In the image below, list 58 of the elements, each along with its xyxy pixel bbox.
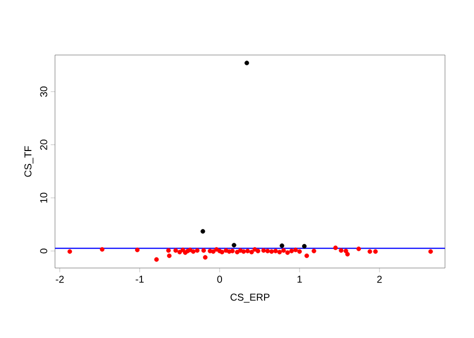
point bbox=[302, 244, 307, 249]
point bbox=[265, 248, 270, 254]
point bbox=[210, 249, 216, 254]
x-tick-label: -1 bbox=[136, 276, 144, 283]
point bbox=[173, 248, 178, 253]
x-tick-label: 2 bbox=[377, 276, 382, 283]
point bbox=[344, 248, 348, 254]
point bbox=[249, 250, 254, 254]
point bbox=[289, 248, 294, 254]
point bbox=[166, 253, 172, 258]
point bbox=[428, 249, 433, 254]
point bbox=[230, 248, 235, 254]
point bbox=[100, 247, 104, 252]
point bbox=[261, 248, 266, 253]
point bbox=[166, 248, 171, 253]
point bbox=[190, 249, 196, 254]
point bbox=[368, 249, 372, 254]
y-tick-label: 20 bbox=[40, 140, 48, 150]
point bbox=[241, 249, 246, 254]
x-tick-label: -2 bbox=[56, 276, 64, 283]
point bbox=[277, 250, 282, 254]
y-tick-label: 10 bbox=[40, 192, 48, 203]
point bbox=[312, 248, 316, 254]
point bbox=[280, 243, 284, 248]
point bbox=[214, 247, 219, 252]
point bbox=[256, 248, 260, 254]
y-axis-title: CS_TF bbox=[24, 146, 34, 177]
x-tick-label: 0 bbox=[217, 276, 222, 283]
point bbox=[373, 249, 378, 254]
point bbox=[356, 246, 361, 252]
point bbox=[281, 248, 286, 253]
point bbox=[333, 246, 338, 250]
point bbox=[338, 248, 344, 253]
point bbox=[304, 253, 310, 258]
point bbox=[194, 248, 200, 253]
point bbox=[67, 249, 72, 254]
point bbox=[293, 248, 298, 252]
point bbox=[273, 248, 278, 254]
point bbox=[245, 248, 250, 254]
point bbox=[154, 257, 159, 262]
point bbox=[345, 252, 350, 256]
point bbox=[188, 248, 192, 252]
point bbox=[232, 242, 236, 248]
point bbox=[201, 248, 206, 253]
point bbox=[135, 248, 140, 252]
point bbox=[220, 250, 224, 254]
point bbox=[202, 255, 208, 260]
point bbox=[269, 249, 274, 254]
y-tick-label: 0 bbox=[40, 248, 48, 254]
x-tick-label: 1 bbox=[298, 276, 302, 283]
point bbox=[200, 229, 206, 234]
point bbox=[285, 250, 290, 255]
point bbox=[244, 60, 250, 66]
point bbox=[177, 250, 182, 254]
x-axis-title: CS_ERP bbox=[230, 294, 270, 303]
point bbox=[180, 248, 186, 252]
point bbox=[297, 249, 302, 254]
y-tick-label: 30 bbox=[40, 86, 48, 97]
